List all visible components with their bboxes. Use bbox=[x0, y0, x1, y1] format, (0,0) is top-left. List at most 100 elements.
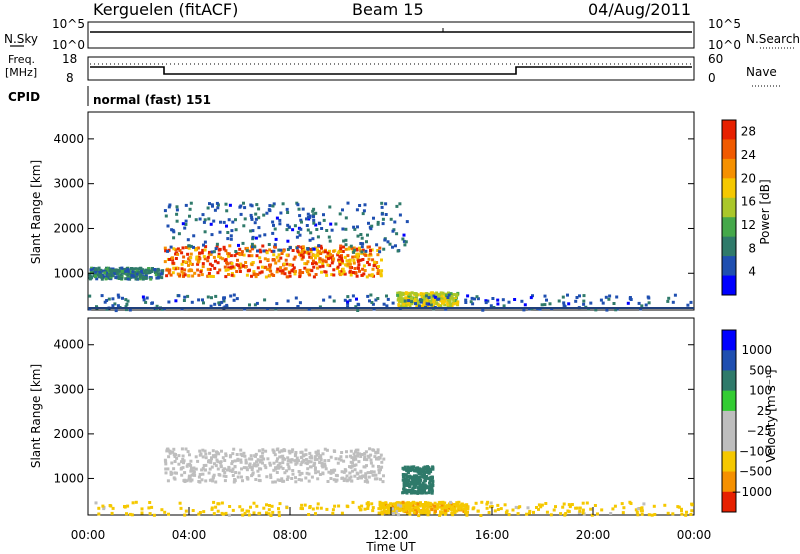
velocity-cell bbox=[256, 469, 260, 473]
power-cell bbox=[469, 300, 473, 304]
power-cell bbox=[522, 308, 526, 312]
power-cell bbox=[243, 217, 247, 221]
velocity-cell bbox=[167, 512, 170, 516]
power-cell bbox=[320, 270, 323, 274]
power-cell bbox=[308, 268, 312, 272]
velocity-cell bbox=[427, 489, 431, 493]
velocity-cell bbox=[181, 454, 185, 458]
velocity-cell bbox=[416, 491, 420, 495]
velocity-cell bbox=[197, 475, 201, 479]
power-cell bbox=[419, 300, 423, 304]
power-cell bbox=[388, 242, 392, 246]
velocity-cell bbox=[367, 475, 371, 479]
power-cell bbox=[367, 273, 371, 277]
frequency-trace bbox=[90, 66, 692, 75]
power-cell bbox=[401, 237, 405, 241]
velocity-cell bbox=[453, 510, 456, 513]
power-cell bbox=[353, 255, 357, 259]
power-cell bbox=[604, 295, 608, 299]
velocity-cell bbox=[408, 485, 412, 489]
velocity-cell bbox=[504, 511, 508, 515]
velocity-cell bbox=[430, 486, 434, 490]
velocity-cell bbox=[549, 513, 553, 517]
velocity-cell bbox=[464, 511, 467, 515]
velocity-cell bbox=[269, 476, 273, 479]
power-cell bbox=[233, 254, 237, 258]
power-cell bbox=[343, 272, 347, 276]
power-cell bbox=[361, 242, 365, 246]
power-cell bbox=[238, 205, 242, 209]
power-cell bbox=[268, 265, 272, 269]
power-cell bbox=[446, 301, 450, 305]
power-cell bbox=[418, 305, 421, 309]
power-cell bbox=[373, 260, 376, 264]
power-cell bbox=[428, 293, 432, 296]
power-cell bbox=[305, 217, 308, 221]
velocity-cell bbox=[403, 465, 407, 469]
power-cell bbox=[376, 297, 380, 300]
power-cell bbox=[260, 265, 264, 269]
power-cell bbox=[256, 273, 260, 276]
velocity-cell bbox=[254, 478, 258, 481]
velocity-cell bbox=[518, 505, 522, 509]
power-cell bbox=[322, 298, 326, 302]
power-cell bbox=[241, 241, 245, 245]
power-cell bbox=[321, 259, 325, 263]
power-cell bbox=[229, 294, 233, 298]
velocity-colorbar: Velocity [m s⁻¹] 100050010025−25−100−500… bbox=[721, 329, 778, 513]
velocity-cell bbox=[295, 456, 299, 460]
power-cell bbox=[230, 272, 234, 275]
power-cell bbox=[226, 252, 230, 255]
velocity-cell bbox=[274, 467, 278, 471]
power-cell bbox=[230, 262, 234, 265]
velocity-cell bbox=[415, 511, 418, 514]
power-cell bbox=[275, 302, 279, 306]
power-cell bbox=[346, 300, 350, 304]
power-cell bbox=[391, 245, 394, 249]
velocity-cell bbox=[581, 508, 585, 512]
power-cell bbox=[356, 225, 359, 229]
velocity-cell bbox=[187, 476, 191, 479]
velocity-cell bbox=[589, 507, 593, 511]
power-cell bbox=[336, 253, 340, 257]
power-cell bbox=[201, 298, 204, 302]
power-cell bbox=[446, 302, 450, 306]
velocity-cell bbox=[278, 502, 282, 506]
velocity-cell bbox=[575, 506, 579, 510]
velocity-cell bbox=[244, 466, 248, 470]
power-cell bbox=[105, 271, 108, 275]
power-cell bbox=[291, 249, 295, 252]
power-cell bbox=[448, 295, 452, 299]
power-cell bbox=[357, 263, 361, 267]
power-cell bbox=[95, 305, 98, 309]
velocity-cell bbox=[352, 456, 356, 460]
power-cell bbox=[120, 276, 124, 280]
power-cell bbox=[346, 262, 350, 266]
power-cell bbox=[381, 217, 385, 221]
power-cell bbox=[425, 302, 429, 306]
power-cell bbox=[348, 262, 352, 266]
velocity-cell bbox=[294, 462, 298, 466]
power-cell bbox=[523, 303, 527, 307]
velocity-cell bbox=[302, 454, 306, 457]
power-cell bbox=[339, 250, 343, 253]
power-cell bbox=[435, 301, 439, 305]
power-cell bbox=[318, 305, 322, 309]
velocity-cell bbox=[304, 453, 308, 457]
velocity-cell bbox=[366, 501, 370, 505]
power-cell bbox=[308, 215, 312, 219]
power-cell bbox=[363, 269, 367, 272]
power-cell bbox=[599, 298, 603, 302]
velocity-cell bbox=[528, 509, 532, 513]
power-cell bbox=[279, 248, 283, 252]
velocity-cell bbox=[409, 490, 413, 494]
power-cell bbox=[430, 295, 434, 299]
velocity-cell bbox=[401, 500, 405, 504]
velocity-cell bbox=[264, 449, 268, 453]
power-cell bbox=[355, 248, 359, 252]
power-cell bbox=[228, 203, 232, 207]
power-cell bbox=[328, 239, 332, 243]
velocity-cell bbox=[363, 479, 367, 483]
velocity-cell bbox=[466, 507, 470, 511]
velocity-cell bbox=[386, 508, 390, 511]
